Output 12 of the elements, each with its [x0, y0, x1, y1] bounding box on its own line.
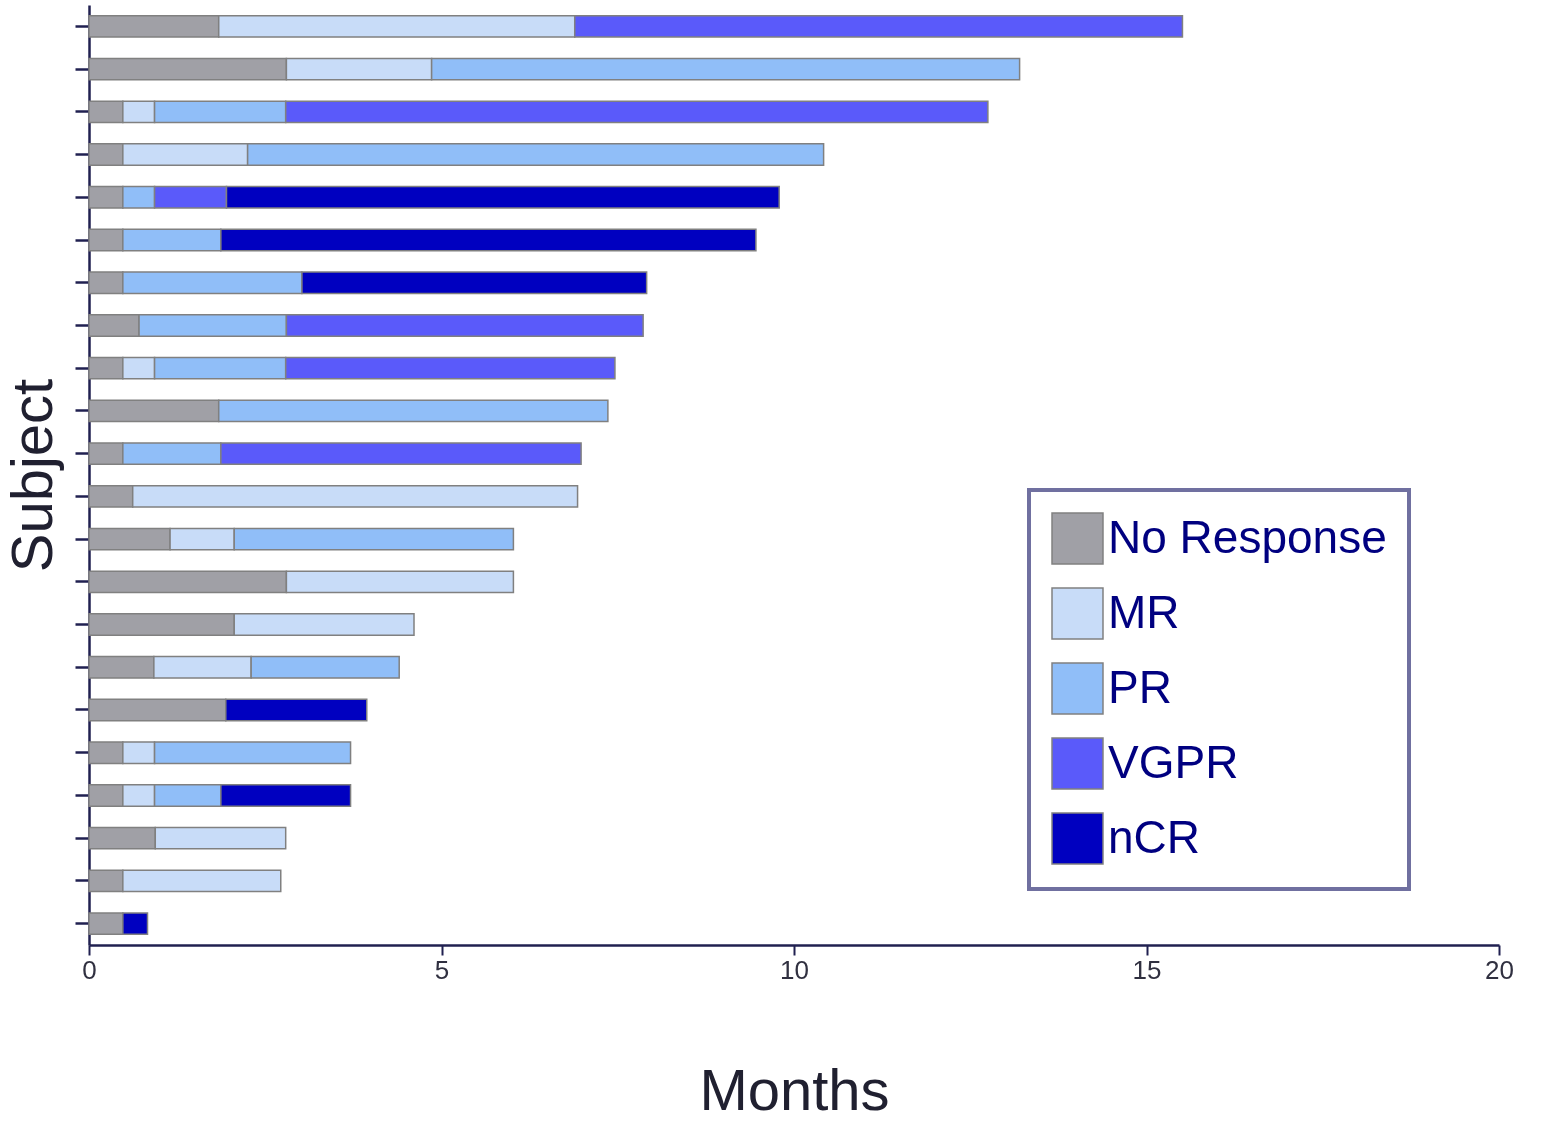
x-tick-label: 15	[1132, 954, 1162, 985]
x-axis-title: Months	[699, 1056, 890, 1122]
legend-label: VGPR	[1108, 735, 1239, 788]
legend-label: No Response	[1108, 510, 1387, 563]
legend-label: nCR	[1108, 810, 1201, 863]
legend-label: PR	[1108, 660, 1172, 713]
x-tick-label: 10	[780, 954, 809, 985]
x-tick-label: 20	[1485, 954, 1514, 985]
legend-label: MR	[1108, 585, 1180, 638]
x-tick-label: 0	[82, 954, 97, 985]
y-axis-title: Subject	[0, 378, 65, 573]
x-tick-label: 5	[434, 954, 450, 985]
